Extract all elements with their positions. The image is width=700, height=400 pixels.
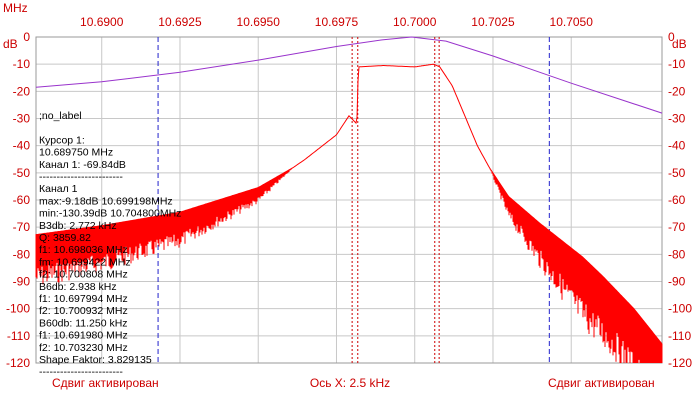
shift-status-right: Сдвиг активирован — [548, 376, 655, 390]
y-tick-label-left-4: -40 — [13, 139, 31, 153]
y-tick-label-right-9: -90 — [668, 275, 686, 289]
series-reference-line — [35, 36, 663, 114]
y-tick-label-right-7: -70 — [668, 220, 686, 234]
vertical-lines — [157, 37, 550, 363]
info-line-17: B60db: 11.250 kHz — [39, 317, 128, 329]
series-response-line — [35, 63, 663, 363]
y-tick-label-left-3: -30 — [13, 112, 31, 126]
info-line-20: Shape Faktor: 3.829135 — [39, 354, 152, 366]
shift-status-left: Сдвиг активирован — [52, 376, 159, 390]
info-line-2: Курсор 1: — [39, 134, 85, 146]
info-line-19: f2: 10.703230 MHz — [39, 342, 128, 354]
info-line-9: B3db: 2.772 kHz — [39, 220, 117, 232]
info-line-13: f2: 10.700808 MHz — [39, 269, 128, 281]
info-line-18: f1: 10.691980 MHz — [39, 330, 128, 342]
info-line-11: f1: 10.698036 MHz — [39, 244, 128, 256]
y-tick-label-right-1: -10 — [668, 57, 686, 71]
x-tick-label-3: 10.6975 — [315, 15, 359, 29]
info-line-12: fm: 10.699422 MHz — [39, 256, 131, 268]
info-line-10: Q: 3859.82 — [39, 232, 91, 244]
x-tick-label-5: 10.7025 — [471, 15, 515, 29]
x-tick-label-6: 10.7050 — [550, 15, 594, 29]
left-unit-label: dB — [3, 37, 18, 51]
y-tick-label-right-4: -40 — [668, 139, 686, 153]
x-tick-label-0: 10.6900 — [80, 15, 124, 29]
y-tick-label-right-6: -60 — [668, 193, 686, 207]
y-tick-label-right-12: -120 — [668, 356, 692, 370]
y-tick-label-left-9: -90 — [13, 275, 31, 289]
info-line-6: Канал 1 — [39, 183, 78, 195]
y-tick-label-left-10: -100 — [6, 302, 30, 316]
top-left-unit-label: MHz — [3, 1, 28, 15]
info-line-7: max:-9.18dB 10.699198MHz — [39, 195, 173, 207]
y-tick-label-left-6: -60 — [13, 193, 31, 207]
y-tick-label-left-11: -110 — [7, 329, 30, 343]
y-tick-label-right-0: 0 — [668, 30, 675, 44]
info-line-4: Канал 1: -69.84dB — [39, 159, 126, 171]
info-line-3: 10.689750 MHz — [39, 147, 113, 159]
info-line-14: B6db: 2.938 kHz — [39, 281, 117, 293]
x-axis-scale-label: Ось X: 2.5 kHz — [310, 376, 390, 390]
y-tick-label-left-8: -80 — [13, 247, 31, 261]
y-tick-label-left-0: 0 — [23, 30, 30, 44]
info-line-0: ;no_label — [39, 110, 82, 122]
info-line-5: ------------------------ — [39, 171, 123, 183]
y-tick-label-right-2: -20 — [668, 84, 686, 98]
y-tick-label-left-1: -10 — [13, 57, 31, 71]
series-layer — [35, 36, 663, 363]
x-tick-label-2: 10.6950 — [237, 15, 281, 29]
x-tick-label-4: 10.7000 — [393, 15, 437, 29]
y-tick-label-right-10: -100 — [668, 302, 692, 316]
grid — [35, 36, 663, 364]
info-line-15: f1: 10.697994 MHz — [39, 293, 128, 305]
right-unit-label: dB — [672, 37, 687, 51]
y-tick-label-left-2: -20 — [13, 84, 31, 98]
y-tick-label-right-8: -80 — [668, 247, 686, 261]
y-tick-label-right-11: -110 — [668, 329, 691, 343]
info-line-8: min:-130.39dB 10.704800MHz — [39, 208, 181, 220]
y-tick-label-right-3: -30 — [668, 112, 686, 126]
y-tick-label-left-5: -50 — [13, 166, 31, 180]
info-line-16: f2: 10.700932 MHz — [39, 305, 128, 317]
tick-labels: 10.6900 10.6925 10.6950 10.6975 10.7000 10.70… — [6, 15, 692, 370]
y-tick-label-left-12: -120 — [6, 356, 30, 370]
x-tick-label-1: 10.6925 — [158, 15, 202, 29]
y-tick-label-left-7: -70 — [13, 220, 31, 234]
y-tick-label-right-5: -50 — [668, 166, 686, 180]
info-line-21: ------------------------ — [39, 366, 123, 378]
plot-frame — [35, 36, 663, 364]
